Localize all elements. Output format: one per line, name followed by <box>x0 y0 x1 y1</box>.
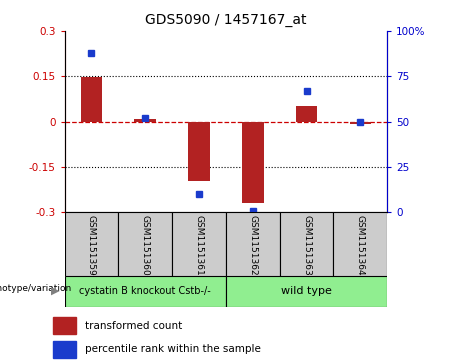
Bar <box>226 212 280 276</box>
Bar <box>53 341 76 358</box>
Bar <box>118 212 172 276</box>
Bar <box>188 122 210 180</box>
Text: GSM1151363: GSM1151363 <box>302 215 311 276</box>
Bar <box>280 212 333 276</box>
Text: transformed count: transformed count <box>84 321 182 331</box>
Text: genotype/variation: genotype/variation <box>0 284 72 293</box>
Text: GSM1151360: GSM1151360 <box>141 215 150 276</box>
Text: GSM1151362: GSM1151362 <box>248 215 257 276</box>
Text: percentile rank within the sample: percentile rank within the sample <box>84 344 260 354</box>
Bar <box>65 276 226 307</box>
Title: GDS5090 / 1457167_at: GDS5090 / 1457167_at <box>145 13 307 27</box>
Text: GSM1151361: GSM1151361 <box>195 215 203 276</box>
Bar <box>333 212 387 276</box>
Bar <box>172 212 226 276</box>
Bar <box>135 119 156 122</box>
Text: ▶: ▶ <box>51 286 59 296</box>
Text: wild type: wild type <box>281 286 332 296</box>
Bar <box>226 276 387 307</box>
Bar <box>53 317 76 334</box>
Bar <box>65 212 118 276</box>
Bar <box>242 122 264 203</box>
Text: GSM1151359: GSM1151359 <box>87 215 96 276</box>
Bar <box>349 122 371 124</box>
Text: GSM1151364: GSM1151364 <box>356 215 365 276</box>
Bar <box>81 77 102 122</box>
Bar <box>296 106 317 122</box>
Text: cystatin B knockout Cstb-/-: cystatin B knockout Cstb-/- <box>79 286 211 296</box>
